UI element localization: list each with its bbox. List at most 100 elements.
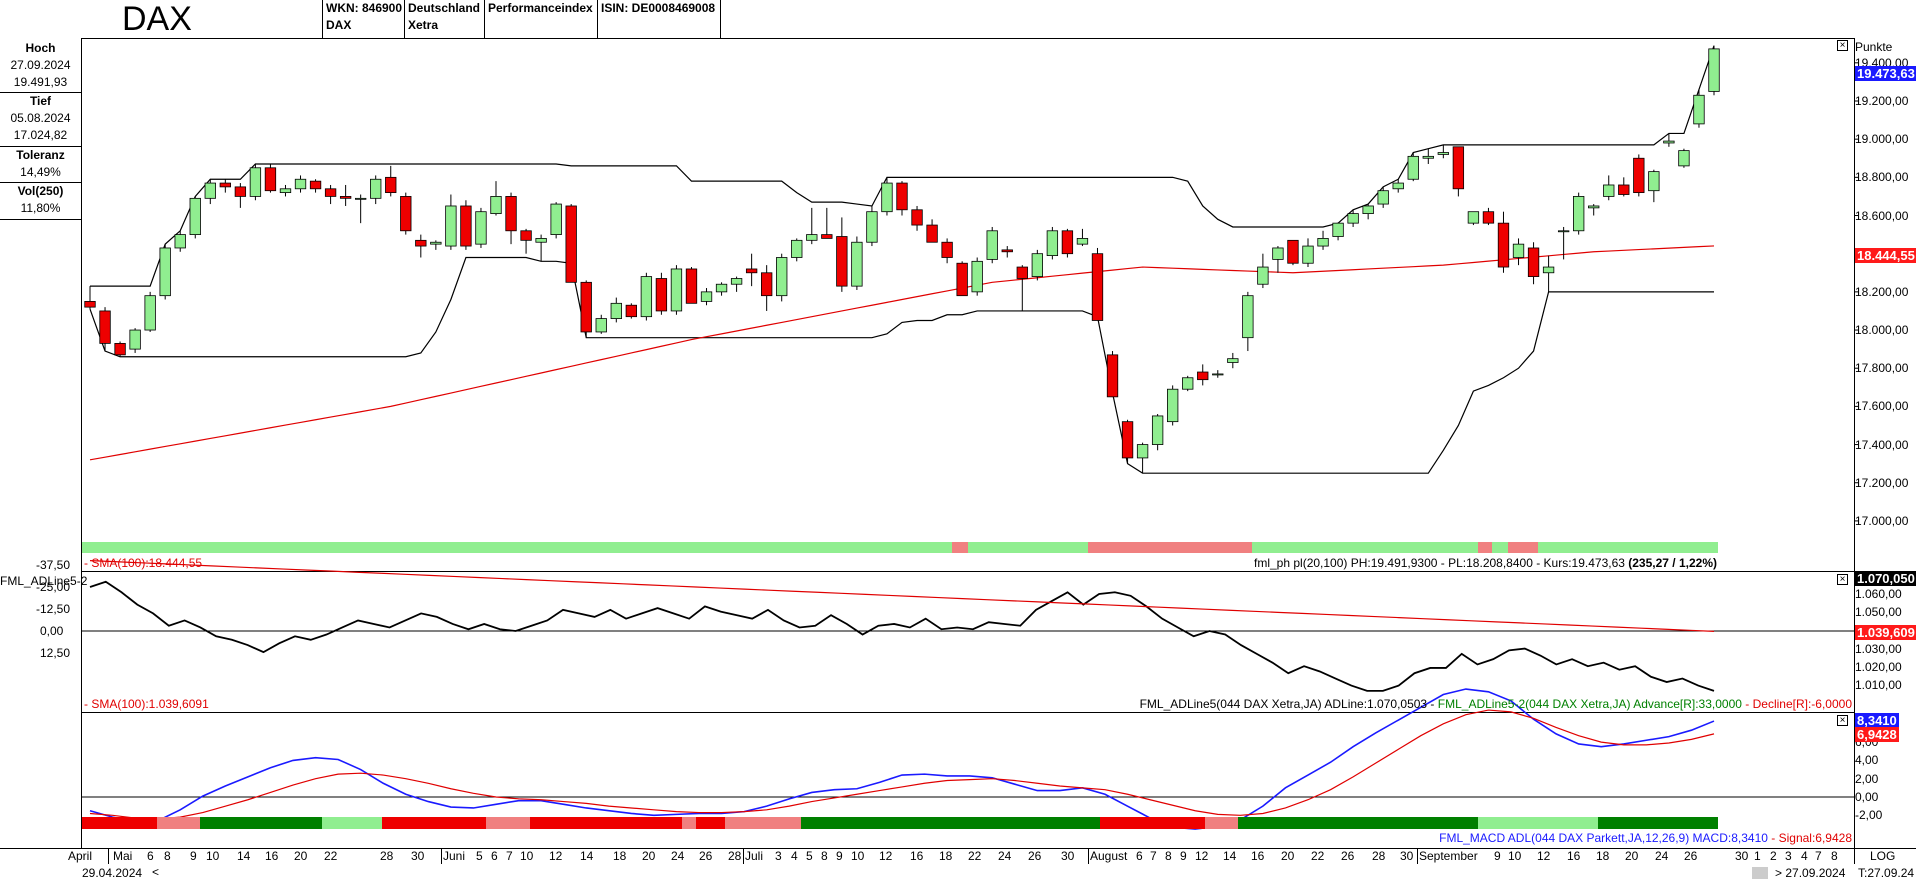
end-date-value: 27.09.24	[1867, 866, 1915, 880]
candle	[700, 288, 713, 306]
candle	[1362, 204, 1374, 220]
adline-series	[82, 560, 1854, 692]
candle	[1437, 144, 1449, 159]
candle	[505, 192, 517, 245]
x-tick-label: Mai	[113, 849, 133, 863]
macd-band-segment	[1205, 817, 1238, 829]
candle	[430, 240, 442, 250]
stat-value: 17.024,82	[13, 128, 68, 142]
x-tick-label: 3	[775, 849, 782, 863]
candle	[1016, 265, 1028, 311]
x-tick-label: 6	[1136, 849, 1143, 863]
x-tick-label: 4	[1801, 849, 1808, 863]
candle	[1287, 239, 1299, 266]
sma-line	[89, 245, 1715, 461]
candle	[881, 177, 893, 216]
candle	[129, 328, 141, 353]
candle	[1452, 146, 1465, 197]
candle	[866, 205, 878, 247]
candle	[339, 184, 352, 206]
candle	[941, 238, 953, 264]
stat-label: Vol(250)	[17, 184, 64, 198]
candle	[791, 238, 803, 262]
x-tick-label: 22	[324, 849, 338, 863]
xaxis-border	[0, 848, 1916, 849]
candle	[836, 217, 848, 292]
candle	[1467, 211, 1480, 226]
macd-band-segment	[1238, 817, 1478, 829]
adline-left-tick: -25,00	[36, 580, 71, 594]
stat-label: Hoch	[25, 41, 56, 55]
adline-right-tick: 1.030,00	[1855, 641, 1902, 656]
x-tick-label: 5	[476, 849, 483, 863]
x-tick-label: September	[1419, 849, 1478, 863]
candle	[309, 179, 322, 193]
x-tick-label: 12	[549, 849, 563, 863]
month-separator	[1088, 848, 1089, 864]
adline-sma-line	[89, 560, 1715, 632]
macd-series	[82, 688, 1854, 830]
x-tick-label: 30	[411, 849, 425, 863]
candle	[460, 200, 472, 250]
candle	[520, 228, 532, 254]
x-tick-label: 28	[380, 849, 394, 863]
candle	[1106, 351, 1119, 398]
trend-band	[82, 542, 1718, 553]
candle	[415, 234, 427, 258]
scroll-thumb[interactable]	[1752, 867, 1768, 879]
candle	[445, 194, 457, 250]
candle	[264, 163, 277, 193]
channel-legend-text: fml_ph pl(20,100) PH:19.491,9300 - PL:18…	[1254, 556, 1629, 570]
header: DAX WKN: 846900 DAX Deutschland Xetra Pe…	[0, 0, 1916, 40]
month-separator	[743, 848, 744, 864]
x-tick-label: 8	[821, 849, 828, 863]
candle	[1212, 370, 1224, 378]
x-tick-label: 26	[1684, 849, 1698, 863]
candle	[1497, 211, 1510, 273]
adline-legend-dec: - Decline[R]:-6,0000	[1741, 697, 1852, 711]
candle	[1151, 414, 1164, 451]
x-tick-label: 26	[1341, 849, 1355, 863]
y-tick-label: 18.800,00	[1855, 170, 1909, 185]
candle	[1392, 179, 1404, 193]
stat-tolerance: Toleranz 14,49%	[0, 147, 81, 183]
candle	[1242, 291, 1254, 352]
x-tick-label: 12	[1195, 849, 1209, 863]
log-toggle[interactable]: LOG	[1870, 849, 1896, 863]
close-icon[interactable]: ×	[1837, 40, 1848, 51]
candle	[896, 181, 908, 216]
candle	[655, 272, 668, 315]
candle	[1272, 246, 1284, 273]
candle	[1227, 352, 1239, 369]
close-icon[interactable]: ×	[1837, 715, 1848, 726]
stats-panel: Hoch 27.09.2024 19.491,93 Tief 05.08.202…	[0, 40, 81, 220]
candle	[1377, 186, 1389, 208]
x-tick-label: 14	[237, 849, 251, 863]
exchange-cell: Deutschland Xetra	[404, 0, 485, 38]
candle	[144, 291, 156, 332]
candle	[1136, 442, 1149, 474]
x-tick-label: 7	[1815, 849, 1822, 863]
candle	[475, 207, 487, 248]
candle	[730, 276, 743, 292]
channel-high-line	[90, 45, 1715, 287]
x-tick-label: 20	[1625, 849, 1639, 863]
exchange-venue: Xetra	[408, 18, 439, 32]
index-type: Performanceindex	[488, 1, 593, 15]
x-tick-label: 24	[998, 849, 1012, 863]
stat-date: 27.09.2024	[10, 58, 71, 72]
macd-signal-line	[89, 709, 1715, 820]
adline-badge: 1.070,050	[1855, 571, 1916, 586]
x-tick-label: 7	[506, 849, 513, 863]
candle	[370, 175, 382, 205]
candle	[1167, 385, 1179, 426]
stat-volatility: Vol(250) 11,80%	[0, 183, 81, 220]
y-tick-label: 17.200,00	[1855, 475, 1909, 490]
instrument-title: DAX	[122, 0, 192, 38]
scroll-left-button[interactable]: <	[152, 865, 160, 879]
close-icon[interactable]: ×	[1837, 574, 1848, 585]
sma-badge: 18.444,55	[1855, 248, 1916, 263]
x-tick-label: 12	[879, 849, 893, 863]
macd-right-tick: 2,00	[1855, 771, 1879, 786]
